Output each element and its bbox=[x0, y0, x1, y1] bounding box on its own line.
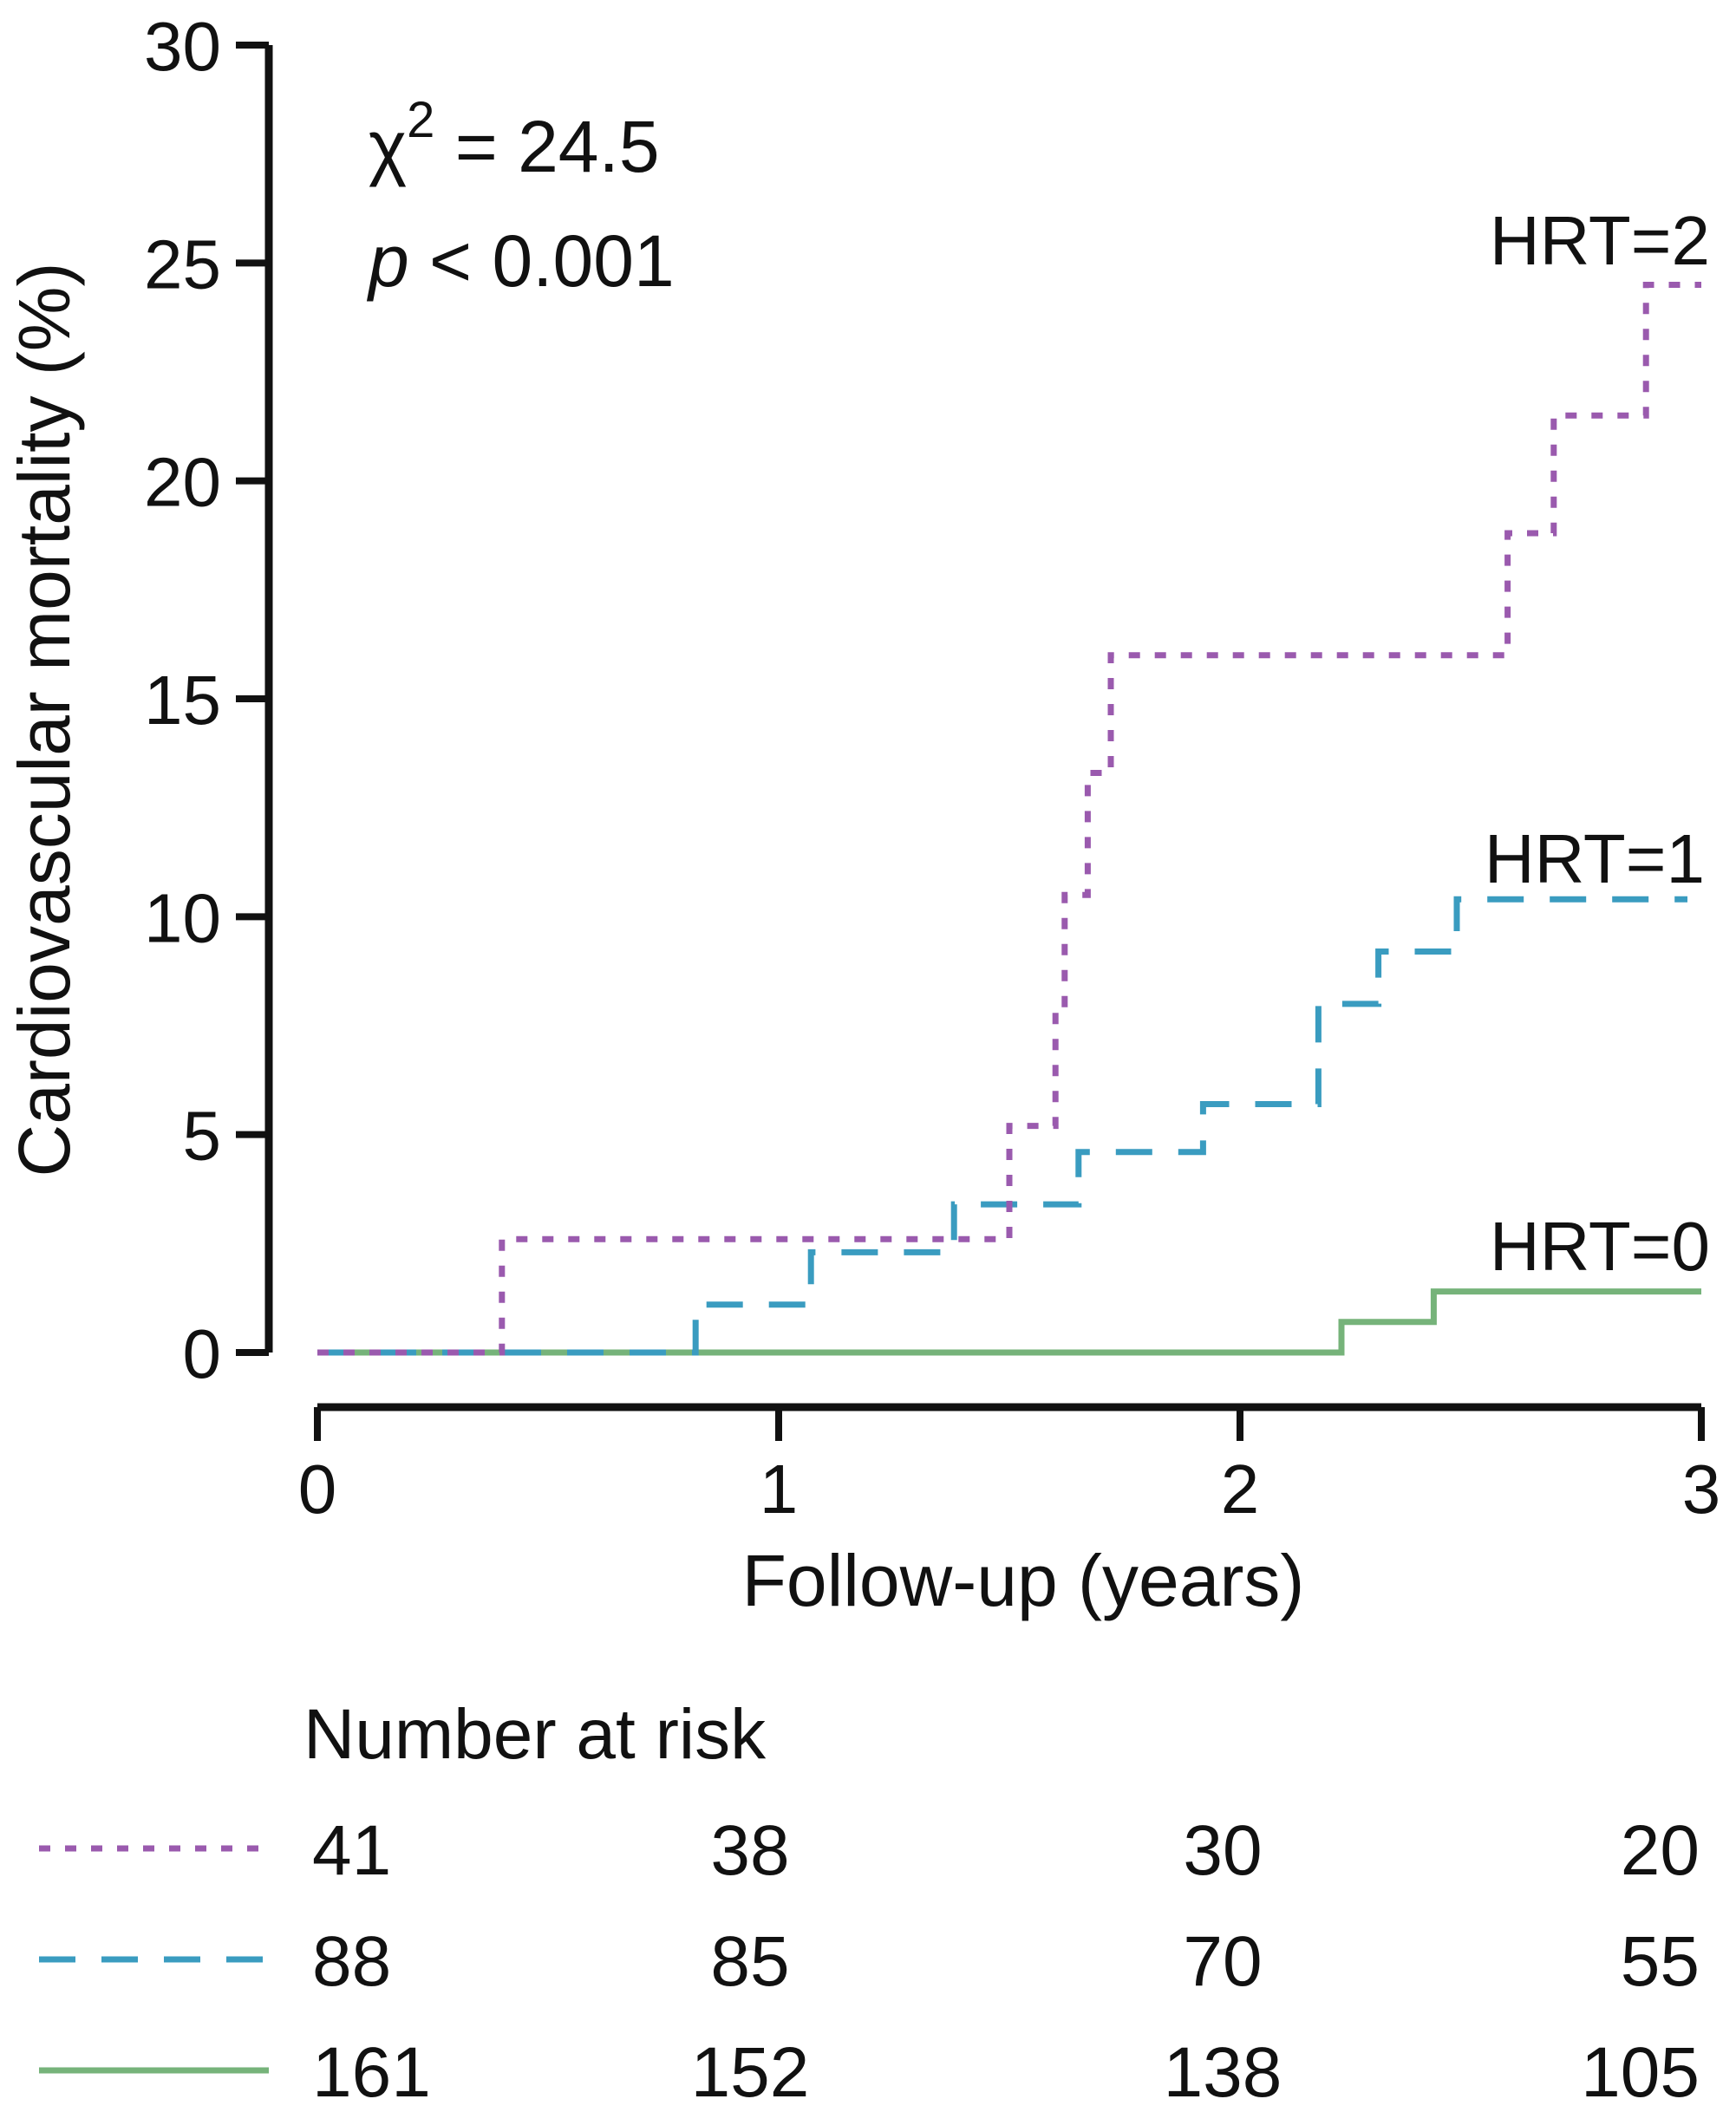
x-tick-label-3: 3 bbox=[1682, 1450, 1721, 1528]
risk-value-hrt1-0: 88 bbox=[312, 1922, 391, 2001]
y-axis-title: Cardiovascular mortality (%) bbox=[3, 263, 85, 1177]
p-value: < 0.001 bbox=[409, 220, 675, 302]
risk-value-hrt1-1: 85 bbox=[710, 1922, 789, 2001]
y-tick-label-20: 20 bbox=[144, 444, 221, 521]
series-group bbox=[317, 282, 1701, 1356]
chi-value: = 24.5 bbox=[434, 106, 659, 187]
risk-value-hrt2-3: 20 bbox=[1621, 1811, 1700, 1890]
x-tick-label-1: 1 bbox=[760, 1450, 799, 1528]
x-tick-label-0: 0 bbox=[298, 1450, 337, 1528]
y-ticks: 0 5 10 15 20 25 30 bbox=[144, 8, 269, 1392]
p-symbol: p bbox=[366, 220, 409, 302]
series-label-hrt2: HRT=2 bbox=[1490, 202, 1710, 279]
series-line-hrt1 bbox=[317, 896, 1687, 1356]
series-line-hrt2 bbox=[317, 282, 1701, 1356]
series-label-hrt0: HRT=0 bbox=[1490, 1208, 1710, 1285]
series-label-hrt1: HRT=1 bbox=[1485, 820, 1705, 897]
p-value-stat: p < 0.001 bbox=[366, 220, 675, 302]
risk-value-hrt1-2: 70 bbox=[1183, 1922, 1262, 2001]
chi-square-stat: χ2 = 24.5 bbox=[369, 92, 660, 187]
risk-table: 41 38 30 20 88 85 70 55 161 152 138 105 bbox=[39, 1811, 1700, 2112]
chi-exponent: 2 bbox=[407, 92, 434, 148]
x-tick-label-2: 2 bbox=[1221, 1450, 1260, 1528]
x-ticks: 0 1 2 3 bbox=[298, 1407, 1721, 1528]
risk-value-hrt2-2: 30 bbox=[1183, 1811, 1262, 1890]
risk-value-hrt0-1: 152 bbox=[691, 2033, 810, 2112]
y-tick-label-25: 25 bbox=[144, 225, 221, 303]
y-tick-label-0: 0 bbox=[183, 1315, 222, 1392]
risk-value-hrt2-0: 41 bbox=[312, 1811, 391, 1890]
x-axis-title: Follow-up (years) bbox=[742, 1540, 1305, 1621]
risk-value-hrt2-1: 38 bbox=[710, 1811, 789, 1890]
risk-value-hrt1-3: 55 bbox=[1621, 1922, 1700, 2001]
risk-value-hrt0-3: 105 bbox=[1581, 2033, 1700, 2112]
risk-value-hrt0-0: 161 bbox=[312, 2033, 431, 2112]
y-tick-label-5: 5 bbox=[183, 1098, 222, 1175]
risk-table-title: Number at risk bbox=[303, 1695, 767, 1774]
chi-symbol: χ bbox=[369, 106, 407, 187]
y-tick-label-30: 30 bbox=[144, 8, 221, 85]
series-line-hrt0 bbox=[317, 1288, 1701, 1356]
risk-value-hrt0-2: 138 bbox=[1164, 2033, 1282, 2112]
y-tick-label-15: 15 bbox=[144, 662, 221, 739]
y-tick-label-10: 10 bbox=[144, 879, 221, 956]
